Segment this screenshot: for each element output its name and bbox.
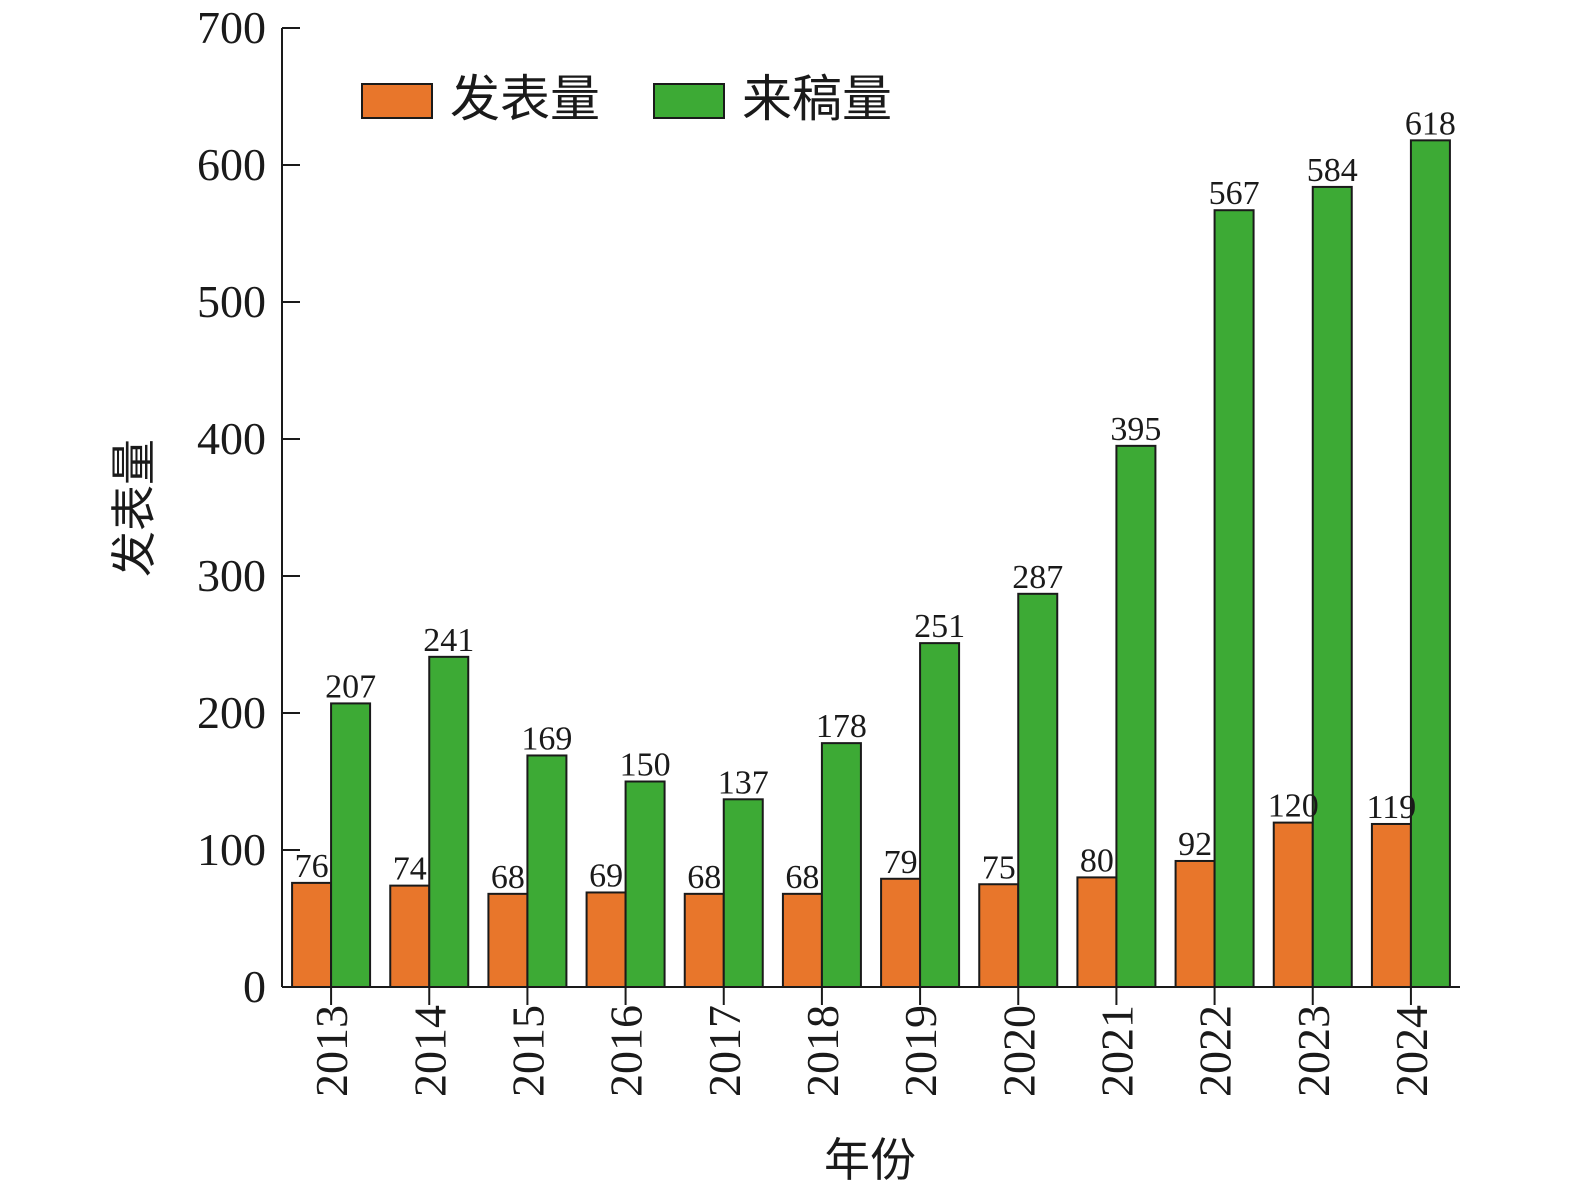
bar-published-2024 (1370, 822, 1412, 988)
x-tick-label: 2019 (895, 1005, 946, 1097)
legend: 发表量 来稿量 (361, 71, 892, 127)
y-tick-label: 0 (243, 961, 266, 1012)
bar-published-2013 (291, 881, 333, 989)
x-tick-label: 2018 (797, 1005, 848, 1097)
bar-submitted-2018 (820, 742, 862, 989)
data-label: 251 (914, 608, 965, 645)
y-tick-label: 300 (197, 550, 266, 601)
data-label: 584 (1307, 152, 1358, 189)
data-label: 92 (1178, 826, 1212, 863)
data-label: 68 (491, 859, 525, 896)
data-label: 79 (884, 844, 918, 881)
bar-submitted-2015 (526, 754, 568, 988)
data-label: 68 (785, 859, 819, 896)
data-label: 74 (393, 851, 427, 888)
bar-published-2021 (1076, 876, 1118, 989)
data-label: 241 (423, 622, 474, 659)
bar-submitted-2016 (624, 780, 666, 988)
bar-published-2016 (585, 891, 627, 988)
data-label: 207 (325, 668, 376, 705)
bar-submitted-2020 (1017, 592, 1059, 988)
data-label: 68 (687, 859, 721, 896)
x-tick-label: 2014 (404, 1005, 455, 1097)
bar-published-2022 (1174, 859, 1216, 989)
x-tick-label: 2021 (1091, 1005, 1142, 1097)
data-label: 395 (1110, 411, 1161, 448)
x-axis-title: 年份 (824, 1135, 916, 1186)
data-label: 69 (589, 857, 623, 894)
data-labels: 76 207 74 241 68 169 69 150 68 137 68 178 79 251 75 287… (295, 105, 1456, 896)
data-label: 287 (1012, 559, 1063, 596)
y-tick-label: 100 (197, 824, 266, 875)
x-tick-label: 2015 (502, 1005, 553, 1097)
bar-published-2023 (1272, 821, 1314, 988)
bar-published-2018 (781, 892, 823, 989)
axes: 0 100 200 300 400 500 600 700 2013 2014 2015 2016 20… (197, 2, 1460, 1097)
x-tick-label: 2016 (601, 1005, 652, 1097)
x-tick-label: 2024 (1386, 1005, 1437, 1097)
bar-submitted-2014 (428, 655, 470, 989)
bars (291, 139, 1451, 989)
data-label: 76 (295, 848, 329, 885)
y-tick-label: 400 (197, 413, 266, 464)
data-label: 120 (1268, 788, 1319, 825)
x-tick-label: 2020 (993, 1005, 1044, 1097)
data-label: 169 (521, 720, 572, 757)
y-tick-label: 200 (197, 687, 266, 738)
bar-submitted-2022 (1213, 209, 1255, 988)
data-label: 119 (1367, 789, 1417, 826)
legend-swatch-submitted (653, 83, 725, 119)
data-label: 150 (620, 747, 671, 784)
data-label: 567 (1209, 175, 1260, 212)
data-label: 137 (718, 764, 769, 801)
bar-published-2020 (978, 883, 1020, 988)
y-tick-label: 500 (197, 276, 266, 327)
bar-submitted-2023 (1311, 185, 1353, 989)
bar-submitted-2019 (919, 642, 961, 988)
legend-label: 发表量 (450, 71, 600, 127)
bar-submitted-2017 (722, 798, 764, 988)
bar-published-2019 (880, 877, 922, 989)
data-label: 178 (816, 708, 867, 745)
bar-submitted-2024 (1409, 139, 1451, 988)
y-axis-title: 发表量 (109, 439, 160, 577)
x-tick-label: 2017 (699, 1005, 750, 1097)
x-tick-label: 2022 (1190, 1005, 1241, 1097)
bar-published-2015 (487, 892, 529, 989)
legend-swatch-published (361, 83, 433, 119)
bar-published-2017 (683, 892, 725, 989)
x-tick-label: 2023 (1288, 1005, 1339, 1097)
bar-submitted-2013 (330, 702, 372, 988)
data-label: 75 (982, 849, 1016, 886)
data-label: 618 (1405, 105, 1456, 142)
bar-submitted-2021 (1115, 444, 1157, 989)
bar-published-2014 (389, 884, 431, 988)
legend-label: 来稿量 (742, 71, 892, 127)
x-tick-label: 2013 (306, 1005, 357, 1097)
data-label: 80 (1080, 842, 1114, 879)
y-tick-label: 600 (197, 139, 266, 190)
y-tick-label: 700 (197, 2, 266, 53)
